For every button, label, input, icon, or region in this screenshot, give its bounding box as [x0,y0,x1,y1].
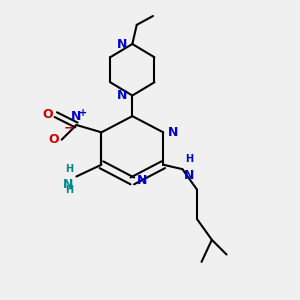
Text: H: H [185,154,193,164]
Text: O: O [42,108,53,121]
Text: N: N [184,169,194,182]
Text: N: N [168,126,178,139]
Text: N: N [63,178,74,191]
Text: +: + [79,109,87,118]
Text: H: H [65,185,74,195]
Text: N: N [137,174,147,188]
Text: H: H [65,164,74,174]
Text: −: − [64,122,74,134]
Text: O: O [48,133,59,146]
Text: N: N [117,89,127,102]
Text: N: N [71,110,82,123]
Text: N: N [117,38,127,50]
